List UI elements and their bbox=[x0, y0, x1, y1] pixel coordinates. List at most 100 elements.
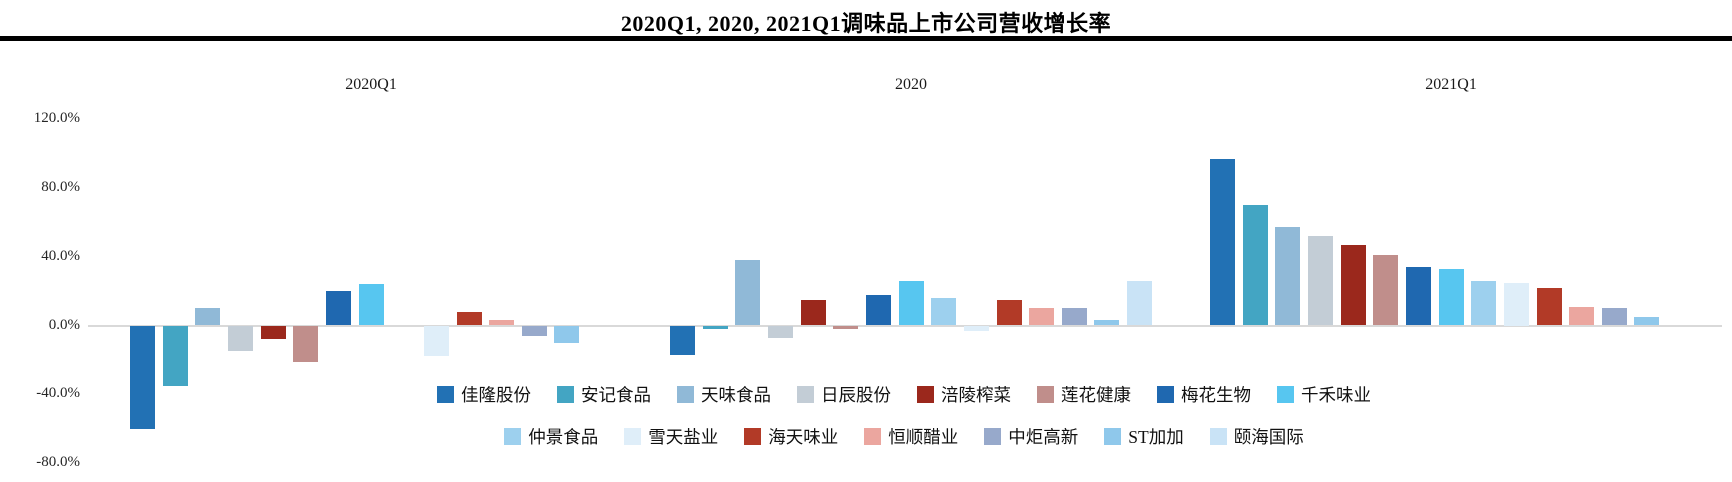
legend-item-千禾味业: 千禾味业 bbox=[1277, 382, 1371, 407]
bar-2021Q1-安记食品 bbox=[1242, 205, 1268, 326]
legend-item-海天味业: 海天味业 bbox=[744, 424, 838, 449]
title-underline bbox=[0, 36, 1732, 41]
legend-label: 中炬高新 bbox=[1008, 427, 1079, 447]
legend-label: 涪陵榨菜 bbox=[941, 385, 1011, 405]
y-tick-label: -80.0% bbox=[36, 454, 80, 471]
legend-swatch-icon bbox=[1104, 428, 1122, 445]
bar-2020Q1-中炬高新 bbox=[521, 325, 547, 336]
legend-swatch-icon bbox=[864, 428, 882, 445]
bar-2020-海天味业 bbox=[996, 299, 1022, 326]
bar-2021Q1-莲花健康 bbox=[1373, 254, 1399, 326]
bar-2020-安记食品 bbox=[702, 325, 728, 329]
legend-label: 仲景食品 bbox=[528, 427, 599, 447]
legend-label: 佳隆股份 bbox=[461, 385, 531, 405]
bar-2021Q1-ST加加 bbox=[1634, 316, 1660, 326]
legend-label: 雪天盐业 bbox=[648, 427, 719, 447]
bar-2020-仲景食品 bbox=[931, 297, 957, 326]
legend-label: 安记食品 bbox=[581, 385, 651, 405]
bar-2020Q1-莲花健康 bbox=[293, 325, 319, 362]
legend-item-日辰股份: 日辰股份 bbox=[797, 382, 891, 407]
legend-label: 千禾味业 bbox=[1301, 385, 1371, 405]
legend-row-2: 仲景食品 雪天盐业 海天味业 恒顺醋业 中炬高新 ST加加 颐海国际 bbox=[88, 424, 1720, 449]
bar-2021Q1-天味食品 bbox=[1275, 227, 1301, 326]
bar-2020-颐海国际 bbox=[1127, 280, 1153, 326]
bar-2021Q1-佳隆股份 bbox=[1210, 158, 1235, 326]
bar-2020Q1-天味食品 bbox=[195, 308, 221, 326]
legend-item-中炬高新: 中炬高新 bbox=[984, 424, 1078, 449]
bar-2020Q1-佳隆股份 bbox=[130, 325, 155, 429]
bar-2020Q1-日辰股份 bbox=[227, 325, 253, 352]
x-axis-baseline bbox=[88, 325, 1722, 327]
legend-item-莲花健康: 莲花健康 bbox=[1037, 382, 1131, 407]
bar-2020Q1-ST加加 bbox=[554, 325, 580, 343]
legend-swatch-icon bbox=[984, 428, 1002, 445]
bar-2020-日辰股份 bbox=[767, 325, 793, 338]
legend-swatch-icon bbox=[437, 386, 454, 403]
legend-item-梅花生物: 梅花生物 bbox=[1157, 382, 1251, 407]
panel-label-2021Q1: 2021Q1 bbox=[1425, 76, 1477, 93]
bar-2020-梅花生物 bbox=[865, 294, 891, 326]
y-tick-label: -40.0% bbox=[36, 385, 80, 402]
legend-label: 莲花健康 bbox=[1061, 385, 1131, 405]
legend-swatch-icon bbox=[624, 428, 642, 445]
bar-2020Q1-雪天盐业 bbox=[423, 325, 449, 357]
bar-2020-涪陵榨菜 bbox=[800, 299, 826, 326]
chart-title: 2020Q1, 2020, 2021Q1调味品上市公司营收增长率 bbox=[620, 11, 1112, 36]
bar-2020Q1-海天味业 bbox=[456, 311, 482, 326]
legend-item-佳隆股份: 佳隆股份 bbox=[437, 382, 531, 407]
legend-item-天味食品: 天味食品 bbox=[677, 382, 771, 407]
legend-label: ST加加 bbox=[1128, 427, 1184, 447]
bar-2020-雪天盐业 bbox=[963, 325, 989, 331]
legend-label: 天味食品 bbox=[701, 385, 771, 405]
y-tick-label: 0.0% bbox=[48, 316, 80, 333]
legend-swatch-icon bbox=[504, 428, 522, 445]
legend-item-恒顺醋业: 恒顺醋业 bbox=[864, 424, 958, 449]
bar-2021Q1-雪天盐业 bbox=[1503, 282, 1529, 326]
legend-item-涪陵榨菜: 涪陵榨菜 bbox=[917, 382, 1011, 407]
legend-label: 梅花生物 bbox=[1181, 385, 1251, 405]
bar-2021Q1-涪陵榨菜 bbox=[1340, 244, 1366, 326]
legend-item-ST加加: ST加加 bbox=[1104, 424, 1184, 449]
legend-swatch-icon bbox=[1037, 386, 1054, 403]
bar-2020-中炬高新 bbox=[1061, 308, 1087, 326]
legend-label: 恒顺醋业 bbox=[888, 427, 959, 447]
legend-swatch-icon bbox=[1209, 428, 1227, 445]
legend-label: 颐海国际 bbox=[1233, 427, 1304, 447]
y-tick-label: 120.0% bbox=[33, 110, 80, 127]
legend-swatch-icon bbox=[557, 386, 574, 403]
bar-2021Q1-梅花生物 bbox=[1405, 267, 1431, 326]
legend-item-安记食品: 安记食品 bbox=[557, 382, 651, 407]
bar-2020Q1-千禾味业 bbox=[358, 284, 384, 326]
legend-item-仲景食品: 仲景食品 bbox=[504, 424, 598, 449]
legend-swatch-icon bbox=[677, 386, 694, 403]
bar-2020-恒顺醋业 bbox=[1029, 308, 1055, 326]
legend-item-颐海国际: 颐海国际 bbox=[1209, 424, 1304, 449]
legend-swatch-icon bbox=[1277, 386, 1294, 403]
bar-2021Q1-中炬高新 bbox=[1601, 308, 1627, 326]
panel-label-2020: 2020 bbox=[895, 76, 928, 93]
bar-2020-天味食品 bbox=[735, 260, 761, 326]
bar-2021Q1-海天味业 bbox=[1536, 287, 1562, 326]
bar-2020-千禾味业 bbox=[898, 280, 924, 326]
bar-2021Q1-恒顺醋业 bbox=[1569, 306, 1595, 326]
legend-label: 日辰股份 bbox=[821, 385, 891, 405]
y-tick-label: 80.0% bbox=[41, 178, 80, 195]
bar-2021Q1-日辰股份 bbox=[1307, 236, 1333, 326]
bar-2020Q1-梅花生物 bbox=[325, 291, 351, 326]
bar-2020Q1-安记食品 bbox=[162, 325, 188, 386]
bar-2020-莲花健康 bbox=[833, 325, 859, 329]
bar-2020-佳隆股份 bbox=[670, 325, 695, 355]
legend-label: 海天味业 bbox=[768, 427, 839, 447]
legend-swatch-icon bbox=[797, 386, 814, 403]
y-tick-label: 40.0% bbox=[41, 247, 80, 264]
bar-2020Q1-涪陵榨菜 bbox=[260, 325, 286, 340]
legend-swatch-icon bbox=[744, 428, 762, 445]
legend-swatch-icon bbox=[917, 386, 934, 403]
bar-2021Q1-仲景食品 bbox=[1471, 280, 1497, 326]
legend-row-1: 佳隆股份 安记食品 天味食品 日辰股份 涪陵榨菜 莲花健康 梅花生物 千禾味业 bbox=[88, 382, 1720, 407]
legend-item-雪天盐业: 雪天盐业 bbox=[624, 424, 718, 449]
legend-swatch-icon bbox=[1157, 386, 1174, 403]
bar-2020-ST加加 bbox=[1094, 320, 1120, 326]
bar-2020Q1-恒顺醋业 bbox=[489, 320, 515, 326]
